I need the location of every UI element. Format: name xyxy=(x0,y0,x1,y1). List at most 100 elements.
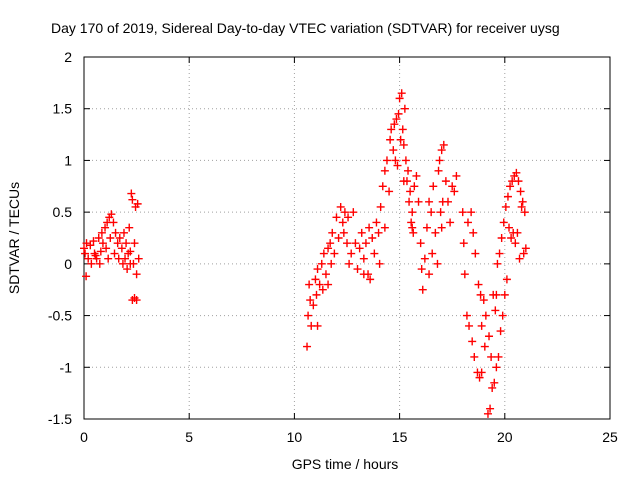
x-axis-title: GPS time / hours xyxy=(292,456,399,472)
chart-title: Day 170 of 2019, Sidereal Day-to-day VTE… xyxy=(51,20,560,36)
data-point xyxy=(477,368,486,377)
data-point xyxy=(306,296,315,305)
data-point xyxy=(476,290,485,299)
data-point xyxy=(506,182,515,191)
data-point xyxy=(500,290,509,299)
y-tick-label: 0 xyxy=(64,256,72,272)
data-point xyxy=(425,197,434,206)
data-point xyxy=(519,249,528,258)
data-point xyxy=(483,409,492,418)
data-point xyxy=(443,197,452,206)
y-tick-label: -0.5 xyxy=(48,308,72,324)
data-point xyxy=(319,249,328,258)
data-point xyxy=(433,259,442,268)
x-tick-label: 25 xyxy=(602,429,618,445)
data-point xyxy=(349,208,358,217)
data-point xyxy=(132,270,141,279)
data-point xyxy=(340,208,349,217)
data-point xyxy=(339,228,348,237)
data-point xyxy=(351,239,360,248)
data-point xyxy=(111,228,120,237)
data-point xyxy=(115,234,124,242)
data-point xyxy=(467,208,476,217)
data-point xyxy=(401,156,410,165)
data-point xyxy=(471,249,480,258)
data-point xyxy=(488,383,497,392)
data-point xyxy=(393,161,402,170)
data-point xyxy=(520,208,529,217)
data-point xyxy=(375,259,384,268)
data-point xyxy=(463,218,472,227)
data-point xyxy=(468,337,477,346)
data-point xyxy=(409,228,418,237)
data-point xyxy=(119,228,128,237)
data-point xyxy=(368,234,377,242)
data-point xyxy=(485,332,494,341)
data-point xyxy=(416,239,425,248)
data-point xyxy=(517,202,526,211)
data-point xyxy=(412,171,421,180)
data-point xyxy=(130,239,139,248)
data-point xyxy=(324,280,333,289)
data-point xyxy=(501,202,510,211)
data-point xyxy=(318,285,327,294)
data-point xyxy=(505,223,514,232)
data-point xyxy=(101,223,110,232)
data-point xyxy=(359,270,368,279)
data-point xyxy=(495,249,504,258)
data-point xyxy=(410,182,419,191)
data-point xyxy=(481,311,490,320)
data-point xyxy=(110,249,119,258)
y-tick-label: 1.5 xyxy=(53,101,73,117)
data-point xyxy=(414,197,423,206)
data-point xyxy=(123,265,132,274)
data-point xyxy=(437,146,446,155)
data-point xyxy=(427,208,436,217)
data-point xyxy=(102,244,111,253)
data-point xyxy=(486,404,495,413)
data-point xyxy=(511,239,520,248)
data-point xyxy=(408,208,417,217)
y-tick-label: 0.5 xyxy=(53,204,73,220)
data-point xyxy=(127,189,136,198)
data-point xyxy=(94,234,103,242)
data-point xyxy=(87,259,96,268)
data-point xyxy=(507,234,516,242)
data-point xyxy=(357,228,366,237)
data-point xyxy=(324,244,333,253)
x-tick-label: 20 xyxy=(497,429,513,445)
data-point xyxy=(417,265,426,274)
data-point xyxy=(305,280,314,289)
data-point xyxy=(126,247,135,256)
data-point xyxy=(514,177,523,186)
data-point xyxy=(380,223,389,232)
data-point xyxy=(122,239,131,248)
tick-labels: 0 5 10 15 20 25 -1.5 -1 -0.5 0 0.5 1 1.5 2 xyxy=(48,49,618,445)
data-point xyxy=(389,146,398,155)
data-point xyxy=(474,280,483,289)
data-point xyxy=(353,265,362,274)
data-point xyxy=(420,254,429,263)
data-point xyxy=(515,254,524,263)
data-point xyxy=(406,187,415,196)
data-point xyxy=(387,125,396,134)
data-point xyxy=(425,270,434,279)
data-point xyxy=(374,228,383,237)
plot-frame xyxy=(83,56,611,420)
data-point xyxy=(326,239,335,248)
data-point xyxy=(503,192,512,201)
data-point xyxy=(321,270,330,279)
data-point xyxy=(499,218,508,227)
data-point xyxy=(399,140,408,149)
data-point xyxy=(441,177,450,186)
data-point xyxy=(434,166,443,175)
x-tick-label: 5 xyxy=(185,429,193,445)
data-point xyxy=(312,290,321,299)
data-point xyxy=(487,352,496,361)
data-point xyxy=(518,197,527,206)
data-point xyxy=(347,249,356,258)
data-point xyxy=(380,166,389,175)
data-point xyxy=(470,352,479,361)
data-point xyxy=(104,254,113,263)
data-point xyxy=(129,259,138,268)
